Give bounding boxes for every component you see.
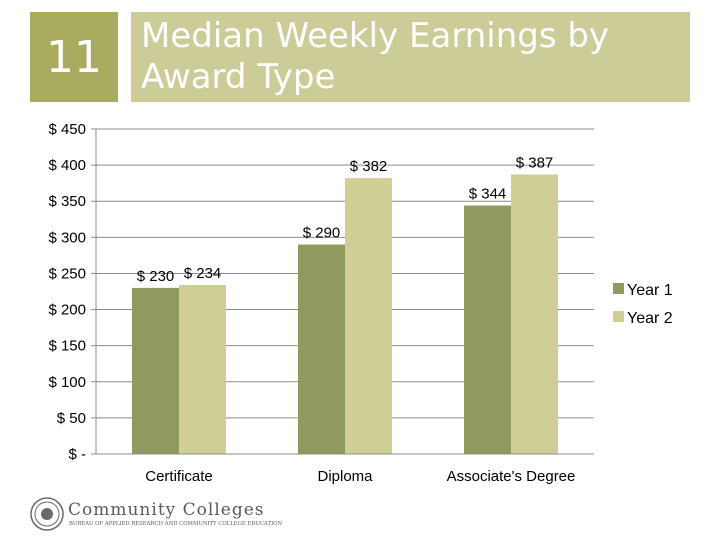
slide-number: 11 [30,12,118,102]
y-tick-label: $ 450 [48,121,86,138]
y-tick-label: $ 150 [48,338,86,355]
title-banner: Median Weekly Earnings by Award Type [131,12,690,102]
category-label: Diploma [317,468,373,485]
data-label: $ 290 [303,225,341,242]
legend-swatch [613,311,624,322]
seal-icon [30,497,64,531]
bar [298,244,345,454]
legend-label: Year 2 [627,310,673,327]
category-label: Certificate [145,468,213,485]
bar [464,205,511,454]
y-tick-label: $ 300 [48,229,86,246]
bar [132,287,179,454]
data-label: $ 234 [184,265,222,282]
y-tick-label: $ 350 [48,193,86,210]
community-colleges-logo: Community Colleges BUREAU OF APPLIED RES… [30,492,282,536]
y-tick-label: $ - [68,446,86,463]
y-tick-label: $ 50 [57,410,86,427]
category-label: Associate's Degree [447,468,576,485]
logo-name: Community Colleges [68,500,265,520]
y-tick-label: $ 100 [48,374,86,391]
data-label: $ 382 [350,158,388,175]
logo-subtitle: BUREAU OF APPLIED RESEARCH AND COMMUNITY… [69,521,283,527]
y-tick-label: $ 200 [48,302,86,319]
slide-title: Median Weekly Earnings by Award Type [141,16,610,97]
data-label: $ 344 [469,186,507,203]
legend-swatch [613,283,624,294]
bar [179,285,226,454]
bar [511,174,558,454]
legend-label: Year 1 [627,282,673,299]
y-tick-label: $ 400 [48,157,86,174]
bar [345,178,392,454]
data-label: $ 230 [137,268,175,285]
data-label: $ 387 [516,155,554,172]
y-tick-label: $ 250 [48,265,86,282]
